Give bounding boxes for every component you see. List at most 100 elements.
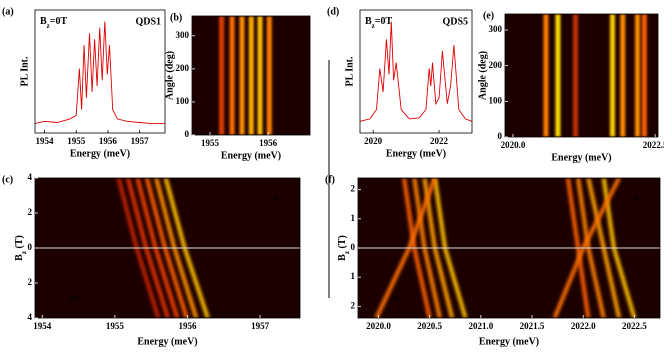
- y-axis-label: Bz (T): [14, 235, 27, 261]
- plot-frame: [191, 15, 311, 136]
- plot-marks: [358, 178, 660, 318]
- x-tick-label: 2020.0: [501, 140, 526, 150]
- x-axis-label: Energy (meV): [221, 150, 281, 161]
- panel-label: (f): [325, 174, 335, 185]
- plot-marks: [35, 178, 300, 318]
- plot-area: [360, 10, 472, 133]
- y-tick-label: 0: [351, 242, 356, 252]
- plot-marks: [35, 21, 165, 125]
- y-tick-label: 0: [498, 131, 503, 141]
- y-axis-label: Bz (T): [337, 235, 350, 261]
- y-tick-label: 200: [176, 63, 190, 73]
- panel-label: (b): [170, 12, 182, 23]
- panel-label: (a): [2, 6, 14, 17]
- y-axis-label-part: B: [337, 254, 348, 261]
- y-axis-label: PL Int.: [19, 56, 30, 87]
- y-axis-label-part: z: [20, 251, 28, 254]
- stripe: [555, 14, 561, 137]
- stripe: [229, 16, 235, 135]
- sigma-label: σ−: [633, 192, 643, 202]
- x-axis-label: Energy (meV): [386, 148, 446, 159]
- stripe: [257, 16, 263, 135]
- y-tick-label: 2: [351, 184, 356, 194]
- y-tick-label: 1: [351, 213, 356, 223]
- x-tick-label: 1955: [106, 321, 125, 331]
- x-axis-label: Energy (meV): [137, 336, 197, 347]
- x-tick-label: 1954: [36, 136, 55, 146]
- x-tick-label: 1957: [251, 321, 270, 331]
- x-tick-label: 2021.5: [520, 321, 545, 331]
- y-axis-label: PL Int.: [344, 56, 355, 87]
- y-tick-label: 200: [489, 60, 503, 70]
- spectrum-line: [360, 21, 472, 122]
- sample-label: QDS1: [135, 16, 161, 27]
- plot-marks: [360, 21, 472, 122]
- sigma-label: σ+: [393, 292, 403, 302]
- x-tick-label: 1954: [33, 321, 52, 331]
- x-tick-label: 2021.0: [468, 321, 493, 331]
- stripe: [543, 14, 549, 137]
- y-tick-label: 2: [351, 300, 356, 310]
- field-label: Bz=0T: [365, 16, 392, 29]
- panel-label: (c): [2, 174, 13, 185]
- y-axis-label: Angle (deg): [164, 51, 175, 100]
- y-tick-label: 4: [28, 312, 33, 322]
- panel-label: (e): [483, 10, 494, 21]
- stripe: [239, 16, 245, 135]
- y-tick-label: 100: [176, 96, 190, 106]
- y-tick-label: 2: [28, 277, 33, 287]
- field-label-part: =0T: [50, 16, 68, 27]
- y-tick-label: 100: [489, 95, 503, 105]
- y-tick-label: 0: [28, 242, 33, 252]
- y-tick-label: 4: [28, 172, 33, 182]
- y-axis-label-part: z: [343, 251, 351, 254]
- stripe: [620, 14, 626, 137]
- x-tick-label: 2022.5: [622, 321, 647, 331]
- field-label-part: z: [372, 22, 375, 30]
- x-axis-label: Energy (meV): [70, 148, 130, 159]
- plot-marks: [219, 16, 272, 135]
- stripe: [635, 14, 641, 137]
- stripe: [266, 16, 272, 135]
- y-tick-label: 300: [176, 30, 190, 40]
- plot-area: [505, 14, 658, 137]
- y-tick-label: 2: [28, 207, 33, 217]
- x-tick-label: 2022: [430, 136, 449, 146]
- panel-label: (d): [327, 6, 339, 17]
- x-tick-label: 2022.5: [643, 140, 664, 150]
- spectrum-line: [35, 21, 165, 125]
- y-tick-label: 1: [351, 271, 356, 281]
- x-tick-label: 1956: [178, 321, 197, 331]
- y-axis-label-part: B: [14, 254, 25, 261]
- y-axis-label-part: (T): [337, 235, 348, 251]
- x-tick-label: 2020.0: [366, 321, 391, 331]
- field-label-part: z: [47, 22, 50, 30]
- plot-frame: [34, 9, 166, 134]
- y-axis-label-part: (T): [14, 235, 25, 251]
- stripe: [573, 14, 579, 137]
- sigma-label: σ+: [70, 292, 80, 302]
- sample-label: QDS5: [442, 16, 468, 27]
- field-label: Bz=0T: [40, 16, 67, 29]
- x-tick-label: 2020: [364, 136, 383, 146]
- x-tick-label: 1957: [131, 136, 150, 146]
- y-tick-label: 300: [489, 24, 503, 34]
- sigma-label: σ−: [273, 192, 283, 202]
- x-tick-label: 1955: [201, 138, 220, 148]
- field-label-part: B: [40, 16, 47, 27]
- y-axis-label: Angle (deg): [477, 51, 488, 100]
- x-axis-label: Energy (meV): [551, 152, 611, 163]
- stripe: [248, 16, 254, 135]
- plot-frame: [504, 13, 659, 138]
- plot-frame: [359, 9, 473, 134]
- stripe: [609, 14, 615, 137]
- x-tick-label: 1956: [99, 136, 118, 146]
- stripe: [641, 14, 647, 137]
- x-tick-label: 1956: [259, 138, 278, 148]
- x-tick-label: 1955: [67, 136, 86, 146]
- field-label-part: =0T: [375, 16, 393, 27]
- x-tick-label: 2020.5: [417, 321, 442, 331]
- field-label-part: B: [365, 16, 372, 27]
- x-tick-label: 2022.0: [571, 321, 596, 331]
